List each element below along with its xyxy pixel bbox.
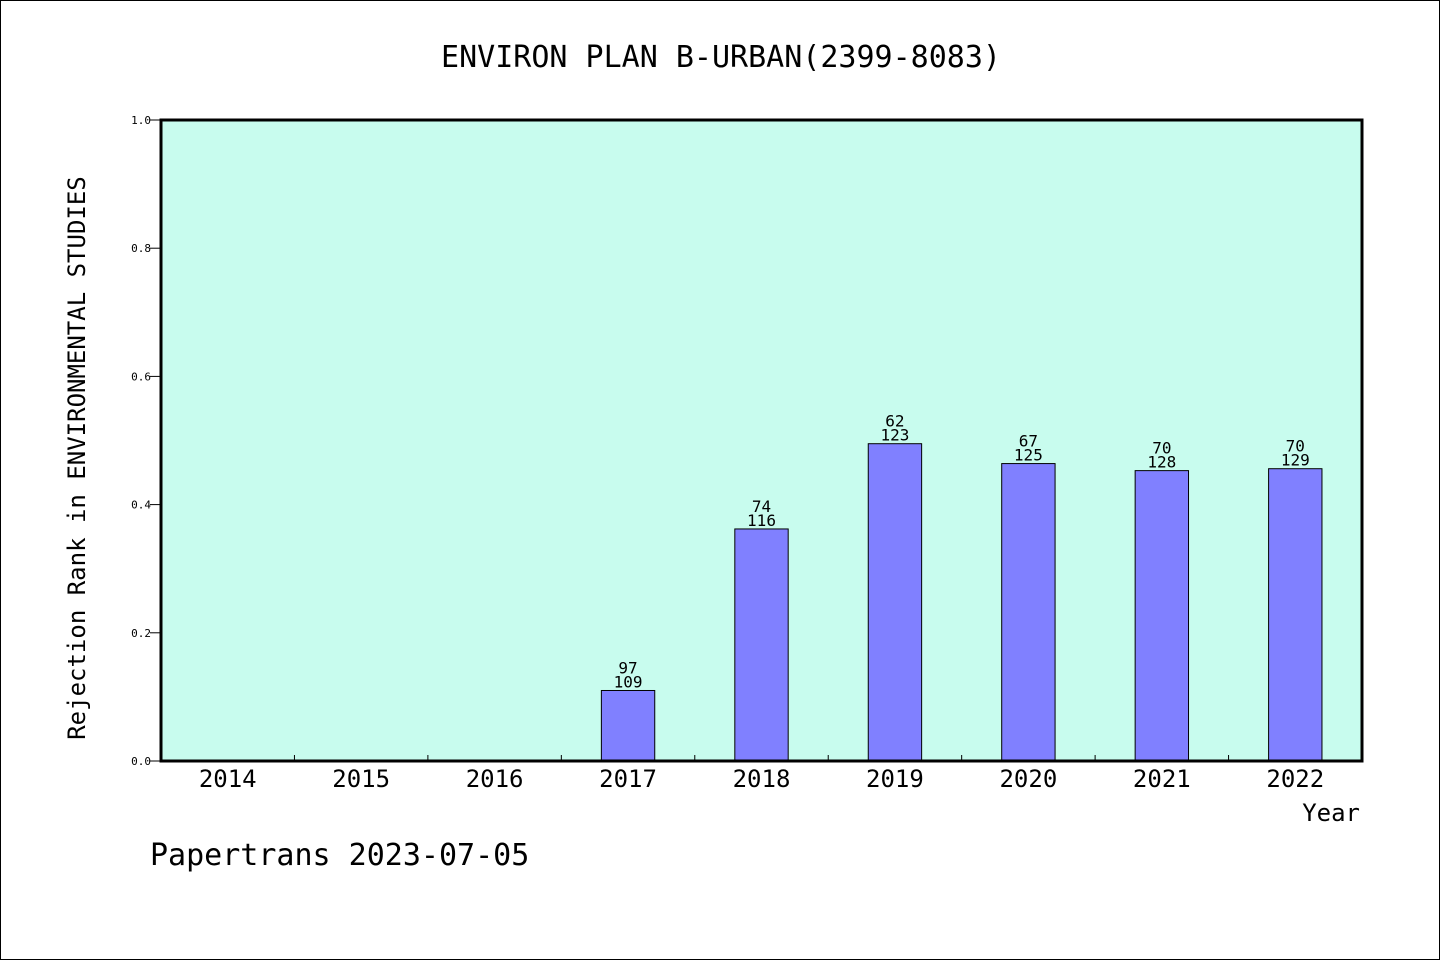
bar-label-bottom: 116 [747, 511, 776, 530]
bar-label-bottom: 128 [1147, 453, 1176, 472]
bar-label-bottom: 125 [1014, 446, 1043, 465]
bar-label-top: 74 [752, 497, 771, 516]
x-tick-label: 2020 [999, 765, 1057, 793]
bar-2018 [734, 528, 789, 762]
x-tick-labels: 2014 2015 2016 2017 2018 2019 2020 2021 2022 [199, 765, 1324, 793]
x-tick-label: 2017 [599, 765, 657, 793]
x-tick-label: 2014 [199, 765, 257, 793]
bar-2020 [1001, 463, 1056, 762]
chart-title: ENVIRON PLAN B-URBAN(2399-8083) [441, 40, 1001, 75]
x-tick-label: 2018 [733, 765, 791, 793]
y-tick-label: 0.2 [131, 627, 151, 640]
bar-label-top: 97 [618, 658, 637, 677]
x-tick-label: 2022 [1266, 765, 1324, 793]
y-tick-label: 0.0 [131, 755, 151, 768]
y-tick-label: 0.4 [131, 499, 151, 512]
y-tick-label: 1.0 [131, 114, 151, 127]
y-tick-label: 0.6 [131, 370, 151, 383]
x-tick-label: 2016 [466, 765, 524, 793]
bar-label-top: 67 [1019, 432, 1038, 451]
x-tick-label: 2021 [1133, 765, 1191, 793]
bars [600, 443, 1323, 762]
y-axis-label: Rejection Rank in ENVIRONMENTAL STUDIES [63, 176, 91, 740]
bar-label-bottom: 129 [1281, 451, 1310, 470]
bar-label-bottom: 109 [614, 672, 643, 691]
bar-label-bottom: 123 [880, 426, 909, 445]
x-axis-label: Year [1302, 799, 1360, 827]
bar-label-top: 70 [1152, 439, 1171, 458]
plot-border [159, 118, 1364, 763]
x-tick-label: 2019 [866, 765, 924, 793]
y-tick-labels: 0.0 0.2 0.4 0.6 0.8 1.0 [131, 114, 151, 768]
bar-2017 [600, 689, 656, 762]
y-tick-label: 0.8 [131, 242, 151, 255]
bar-label-top: 62 [885, 412, 904, 431]
bar-2019 [867, 443, 923, 762]
x-tick-label: 2015 [332, 765, 390, 793]
bar-2022 [1268, 468, 1323, 762]
bar-2021 [1134, 470, 1190, 762]
footer-text: Papertrans 2023-07-05 [150, 838, 529, 873]
bar-label-top: 70 [1286, 437, 1305, 456]
